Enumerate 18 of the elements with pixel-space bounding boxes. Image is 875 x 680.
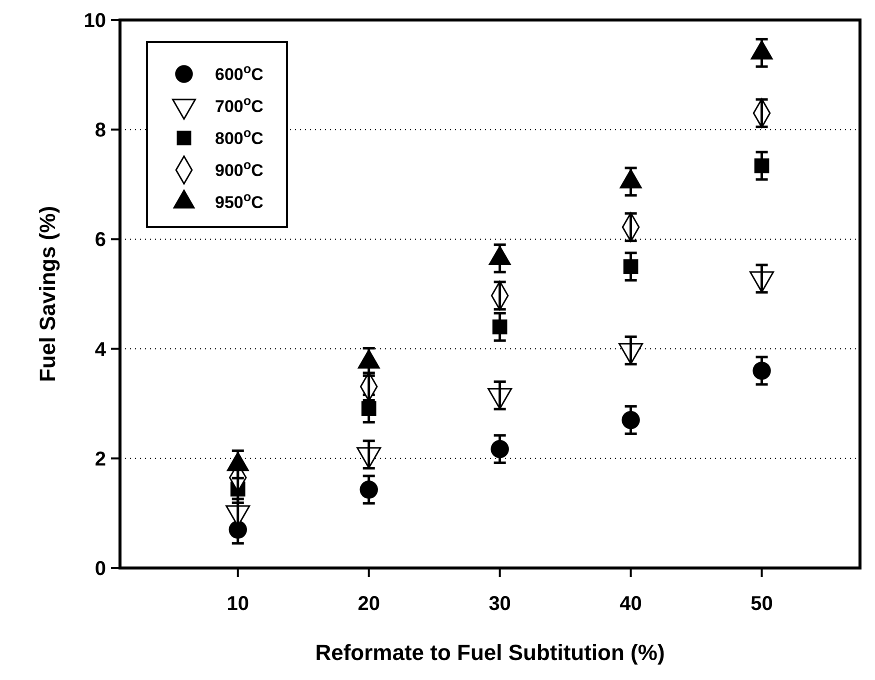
x-tick-label: 20 [358,593,380,615]
y-tick-label: 2 [94,448,106,470]
y-tick-label: 0 [94,558,106,580]
x-tick-label: 50 [750,593,773,615]
legend-label: 800$^{o}$C [215,124,264,148]
y-tick-label: 6 [94,229,106,252]
legend-label: 900$^{o}$C [215,156,264,180]
legend-label: 950$^{o}$C [215,188,264,212]
y-axis-title: Fuel Savings (%) [35,206,60,382]
y-tick-label: 10 [84,10,106,32]
legend-label: 600$^{o}$C [215,60,264,84]
y-tick-label: 4 [94,338,107,361]
y-tick-label: 8 [94,120,106,142]
legend-label: 700$^{o}$C [215,92,264,116]
x-tick-label: 40 [620,593,642,615]
x-axis-title: Reformate to Fuel Subtitution (%) [315,640,665,665]
x-tick-label: 10 [226,593,249,615]
x-tick-label: 30 [488,593,511,615]
